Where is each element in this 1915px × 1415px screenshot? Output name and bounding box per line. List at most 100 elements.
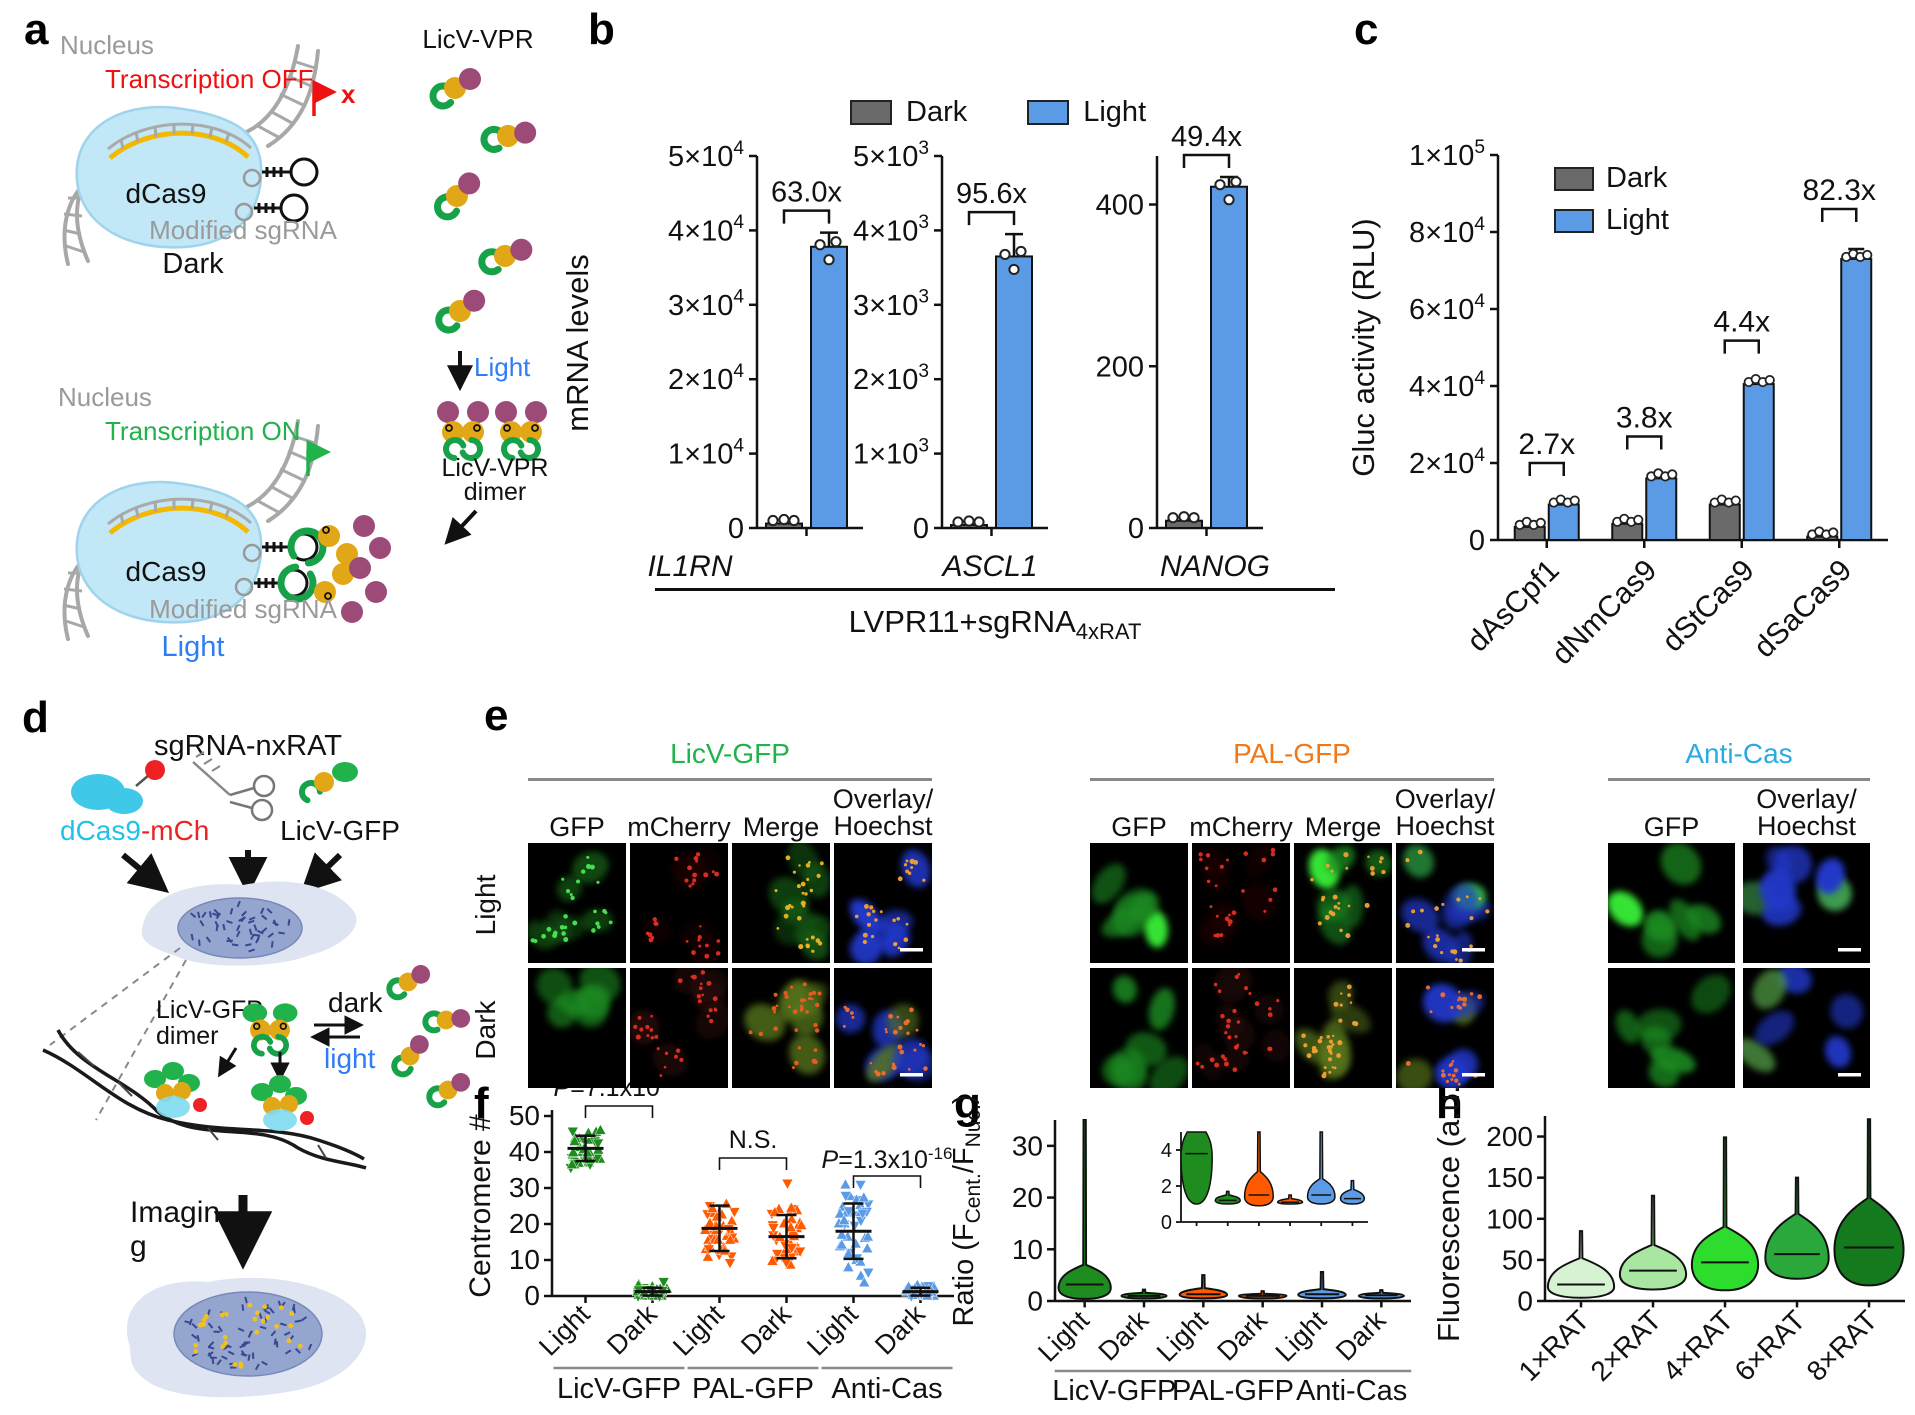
- svg-text:10: 10: [1012, 1234, 1043, 1265]
- svg-text:Dark: Dark: [869, 1299, 931, 1361]
- a-light-arrow-label: Light: [474, 352, 531, 382]
- scale-bar: [1838, 948, 1861, 952]
- svg-text:4.4x: 4.4x: [1713, 306, 1770, 339]
- tile-Anti-Cas-Light-Overlay: [1743, 843, 1870, 963]
- violin-Anti-Cas-Dark: [1357, 1289, 1405, 1300]
- a-licv-vpr-label: LicV-VPR: [422, 24, 533, 54]
- svg-text:Light: Light: [1606, 204, 1669, 236]
- b-legend: Dark Light: [850, 96, 1146, 129]
- tile-PAL-GFP-Light-Merge: [1294, 843, 1392, 963]
- e-column-label-Overlay: Overlay/Hoechst: [1756, 784, 1857, 841]
- a-sgrna-bottom-label: Modified sgRNA: [149, 594, 338, 624]
- dna-helix: [42, 1048, 365, 1161]
- svg-text:N.S.: N.S.: [729, 1126, 778, 1154]
- svg-text:3.8x: 3.8x: [1616, 401, 1673, 434]
- svg-text:1×103: 1×103: [853, 435, 929, 470]
- scatter-LicV-GFP-Light: [564, 1123, 607, 1175]
- svg-text:0: 0: [1161, 1212, 1172, 1234]
- svg-text:dSaCas9: dSaCas9: [1748, 554, 1859, 665]
- a-nucleus-bottom-label: Nucleus: [58, 382, 152, 412]
- svg-text:Dark: Dark: [1606, 162, 1668, 194]
- a-sgrna-top-label: Modified sgRNA: [149, 215, 338, 245]
- a-dcas9-bottom-label: dCas9: [126, 556, 207, 587]
- bar-Dark-dAsCpf1: [1513, 516, 1546, 542]
- h-chart-fluorescence: 0 50 100 150 200 Fluorescence (a.u.) 1×RAT2×RA…: [1431, 1075, 1905, 1387]
- b-chart-IL1RN: 0 1×104 2×104 3×104 4×104 5×104 63.0x: [668, 138, 863, 545]
- svg-text:8×104: 8×104: [1409, 214, 1485, 249]
- svg-text:4×104: 4×104: [1409, 368, 1485, 403]
- scatter-Anti-Cas-Dark: [900, 1278, 940, 1303]
- svg-text:dNmCas9: dNmCas9: [1546, 554, 1664, 672]
- bar-Light-dSaCas9: [1840, 247, 1873, 541]
- violin-1×RAT: [1546, 1230, 1616, 1299]
- a-promoter-off-arrow: [312, 79, 337, 116]
- e-group-underline: [528, 778, 932, 781]
- e-column-label-Overlay: Overlay/Hoechst: [1394, 784, 1496, 841]
- licv-gfp-dimer-icon: [242, 1003, 298, 1057]
- svg-text:4×RAT: 4×RAT: [1657, 1304, 1740, 1387]
- tile-PAL-GFP-Light-GFP: [1090, 843, 1188, 963]
- a-transcription-off-label: Transcription OFF: [105, 64, 314, 94]
- tile-PAL-GFP-Dark-GFP: [1090, 968, 1188, 1088]
- violin-PAL-GFP-Dark: [1237, 1290, 1288, 1300]
- svg-text:63.0x: 63.0x: [771, 177, 842, 209]
- svg-text:4×104: 4×104: [668, 212, 744, 247]
- svg-text:40: 40: [509, 1136, 540, 1167]
- svg-text:0: 0: [1469, 525, 1485, 557]
- e-column-label-GFP: GFP: [1111, 812, 1167, 842]
- e-row-label-light: Light: [470, 874, 501, 936]
- svg-text:20: 20: [509, 1208, 540, 1239]
- tile-LicV-GFP-Light-Merge: [732, 843, 830, 963]
- tile-PAL-GFP-Light-Overlay: [1396, 843, 1494, 963]
- violin-LicV-GFP-Dark: [1120, 1288, 1168, 1300]
- svg-text:PAL-GFP: PAL-GFP: [692, 1373, 814, 1405]
- tile-PAL-GFP-Dark-Overlay: [1396, 968, 1494, 1088]
- panel-letter-d: d: [22, 693, 49, 742]
- svg-text:Anti-Cas: Anti-Cas: [831, 1373, 942, 1405]
- tile-LicV-GFP-Light-Overlay: [834, 843, 932, 963]
- svg-text:200: 200: [1486, 1121, 1533, 1152]
- bar-NANOG-Dark: [1165, 511, 1203, 530]
- tile-Anti-Cas-Dark-GFP: [1608, 968, 1735, 1088]
- d-dark-label: dark: [328, 987, 383, 1018]
- a-transcription-on-label: Transcription ON: [105, 416, 301, 446]
- d-licv-gfp-label: LicV-GFP: [280, 815, 400, 846]
- svg-text:5×104: 5×104: [668, 138, 744, 173]
- svg-text:4×103: 4×103: [853, 212, 929, 247]
- panel-letter-b: b: [588, 5, 615, 54]
- scale-bar: [900, 1073, 923, 1077]
- svg-text:Ratio (FCent./FNuc.): Ratio (FCent./FNuc.): [948, 1095, 985, 1327]
- svg-text:0: 0: [1517, 1286, 1533, 1317]
- d-dcas9-mch-label: dCas9-mCh: [60, 815, 209, 846]
- c-legend-swatch-icon: [1554, 209, 1594, 233]
- tile-PAL-GFP-Light-mCherry: [1192, 843, 1290, 963]
- b-chart-ASCL1: 0 1×103 2×103 3×103 4×103 5×103 95.6x: [853, 138, 1048, 545]
- b-gene-NANOG: NANOG: [1159, 550, 1270, 583]
- scale-bar: [900, 948, 923, 952]
- b-y-axis-label: mRNA levels: [560, 254, 595, 432]
- panel-letter-h: h: [1436, 1079, 1463, 1128]
- tile-PAL-GFP-Dark-Merge: [1294, 968, 1392, 1088]
- svg-text:Anti-Cas: Anti-Cas: [1296, 1375, 1407, 1407]
- a-promoter-on-arrow: [306, 439, 331, 476]
- e-column-label-Merge: Merge: [742, 812, 820, 842]
- svg-text:2×104: 2×104: [1409, 445, 1485, 480]
- legend-swatch-icon: [850, 100, 892, 125]
- violin--1: [1214, 1190, 1241, 1205]
- svg-text:Dark: Dark: [1093, 1305, 1155, 1367]
- bar-NANOG-Light: [1210, 175, 1248, 529]
- b-caption: LVPR11+sgRNA4xRAT: [795, 604, 1195, 645]
- a-dimer-label-1: LicV-VPR: [442, 454, 549, 482]
- svg-text:0: 0: [913, 513, 929, 545]
- bar-ASCL1-Dark: [950, 515, 988, 529]
- svg-text:Light: Light: [1270, 1305, 1333, 1368]
- panel-letter-g: g: [954, 1079, 981, 1128]
- a-nucleus-top-label: Nucleus: [60, 30, 154, 60]
- bar-Light-dNmCas9: [1645, 468, 1678, 541]
- svg-text:50: 50: [1502, 1244, 1533, 1275]
- svg-text:2.7x: 2.7x: [1518, 428, 1575, 461]
- svg-text:Light: Light: [801, 1299, 864, 1362]
- e-group-title-PAL-GFP: PAL-GFP: [1233, 738, 1351, 769]
- licv-gfp-icon: [299, 762, 358, 804]
